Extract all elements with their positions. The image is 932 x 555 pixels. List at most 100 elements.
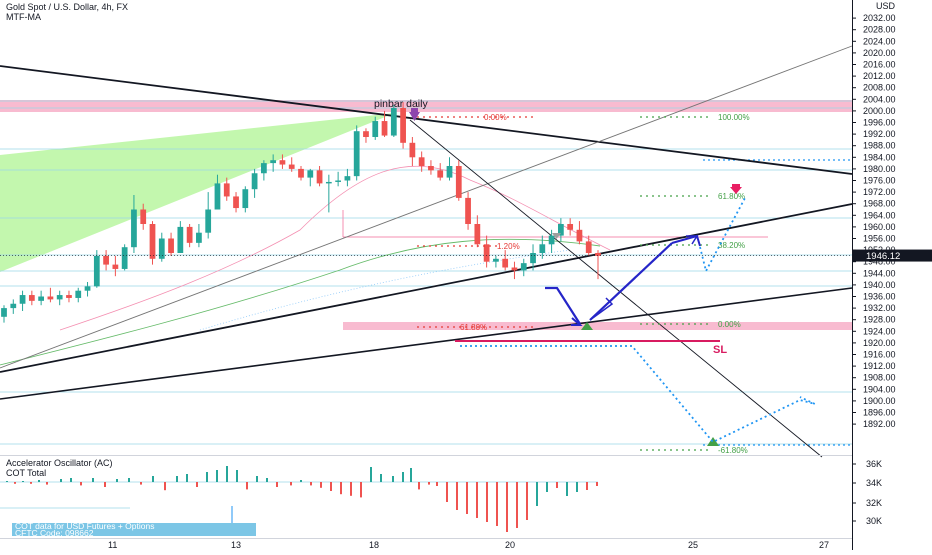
candle bbox=[455, 160, 462, 201]
price-tick-label: 1900.00 bbox=[863, 396, 896, 406]
price-tick-label: 1944.00 bbox=[863, 268, 896, 278]
candle-body bbox=[539, 244, 546, 253]
candle-body bbox=[502, 258, 509, 268]
cot-line-1: COT data for USD Futures + Options bbox=[15, 523, 155, 531]
oscillator-bar bbox=[30, 482, 32, 484]
candle bbox=[223, 177, 230, 201]
dotted-projection-down bbox=[460, 345, 816, 444]
candle-body bbox=[75, 290, 82, 298]
candle-body bbox=[66, 295, 72, 298]
oscillator-title[interactable]: Accelerator Oscillator (AC) bbox=[6, 458, 113, 468]
fib-right-label-4: -61.80% bbox=[718, 446, 748, 455]
projection-arrowhead-1 bbox=[571, 317, 583, 326]
oscillator-bar bbox=[556, 482, 558, 488]
price-tick-label: 1992.00 bbox=[863, 129, 896, 139]
oscillator-bar bbox=[410, 468, 412, 482]
candle bbox=[158, 232, 165, 262]
candle-body bbox=[493, 258, 499, 262]
candle bbox=[595, 250, 601, 280]
price-tick-label: 1892.00 bbox=[863, 419, 896, 429]
candle-body bbox=[56, 295, 63, 300]
oscillator-bar bbox=[290, 482, 292, 486]
cot-title[interactable]: COT Total bbox=[6, 468, 47, 478]
candle bbox=[242, 186, 249, 213]
candle-body bbox=[84, 286, 91, 291]
oscillator-bar bbox=[586, 482, 588, 490]
fib-left-label-0: 0.00% bbox=[484, 113, 507, 122]
candle-body bbox=[316, 170, 323, 184]
price-tick-label: 1972.00 bbox=[863, 187, 896, 197]
oscillator-bar bbox=[276, 482, 278, 487]
candle-body bbox=[418, 157, 425, 166]
oscillator-bar bbox=[116, 479, 118, 482]
price-tick-label: 1928.00 bbox=[863, 315, 896, 325]
price-tick-label: 2000.00 bbox=[863, 106, 896, 116]
oscillator-bar bbox=[92, 478, 94, 482]
moving-average-blue bbox=[199, 249, 571, 331]
osc-tick-label: 36K bbox=[866, 459, 882, 469]
candle bbox=[502, 250, 509, 271]
candle bbox=[260, 160, 267, 181]
candle-body bbox=[446, 166, 453, 178]
candle bbox=[19, 290, 26, 311]
candle bbox=[409, 137, 416, 166]
symbol-title[interactable]: Gold Spot / U.S. Dollar, 4h, FX bbox=[6, 2, 129, 12]
time-tick-label: 13 bbox=[231, 540, 241, 550]
pinbar-daily-zone bbox=[0, 100, 852, 112]
oscillator-bar bbox=[436, 482, 438, 486]
oscillator-bar bbox=[418, 482, 420, 490]
price-tick-label: 1996.00 bbox=[863, 118, 896, 128]
candle-body bbox=[270, 160, 277, 164]
indicator-title[interactable]: MTF-MA bbox=[6, 12, 41, 22]
fib-right-label-2: 38.20% bbox=[718, 241, 745, 250]
candle bbox=[520, 258, 527, 277]
candle-body bbox=[19, 295, 26, 304]
osc-tick-label: 30K bbox=[866, 516, 882, 526]
cot-line-2: CFTC Code: 098662 bbox=[15, 527, 94, 536]
candle bbox=[567, 218, 574, 236]
candle-body bbox=[363, 131, 369, 137]
candle-body bbox=[307, 170, 314, 178]
candle bbox=[335, 171, 342, 187]
price-tick-label: 2020.00 bbox=[863, 48, 896, 58]
candle-body bbox=[372, 121, 379, 137]
candle bbox=[446, 157, 453, 181]
candle-body bbox=[103, 255, 109, 265]
candle-body bbox=[121, 247, 128, 269]
time-tick-label: 18 bbox=[369, 540, 379, 550]
candle bbox=[112, 255, 119, 277]
candle bbox=[121, 244, 128, 271]
oscillator-bar bbox=[186, 474, 188, 482]
candle-body bbox=[28, 295, 35, 301]
candle bbox=[93, 250, 100, 288]
candle bbox=[279, 154, 286, 169]
candle bbox=[288, 157, 295, 172]
candle bbox=[47, 287, 54, 303]
price-tick-label: 2024.00 bbox=[863, 36, 896, 46]
candle-body bbox=[483, 244, 490, 262]
fib-left-label-2: 61.80% bbox=[460, 323, 487, 332]
price-tick-label: 1932.00 bbox=[863, 303, 896, 313]
candle-body bbox=[381, 121, 388, 136]
candle bbox=[149, 221, 156, 265]
price-tick-label: 1968.00 bbox=[863, 199, 896, 209]
oscillator-bar bbox=[456, 482, 458, 510]
oscillator-bar bbox=[360, 482, 362, 498]
candle-body bbox=[38, 296, 45, 301]
oscillator-bar bbox=[206, 472, 208, 482]
oscillator-bar bbox=[310, 482, 312, 486]
candle-body bbox=[260, 163, 267, 174]
candle-body bbox=[390, 108, 397, 136]
price-axis-unit: USD bbox=[876, 1, 896, 11]
sl-label: SL bbox=[713, 344, 727, 356]
candle bbox=[465, 192, 471, 230]
dotted-projection-up bbox=[699, 197, 746, 274]
price-tick-label: 1920.00 bbox=[863, 338, 896, 348]
candle bbox=[307, 168, 314, 187]
candle-body bbox=[47, 296, 54, 300]
price-tick-label: 2028.00 bbox=[863, 25, 896, 35]
oscillator-bar bbox=[466, 482, 468, 514]
osc-tick-label: 32K bbox=[866, 498, 882, 508]
oscillator-bar bbox=[350, 482, 352, 496]
